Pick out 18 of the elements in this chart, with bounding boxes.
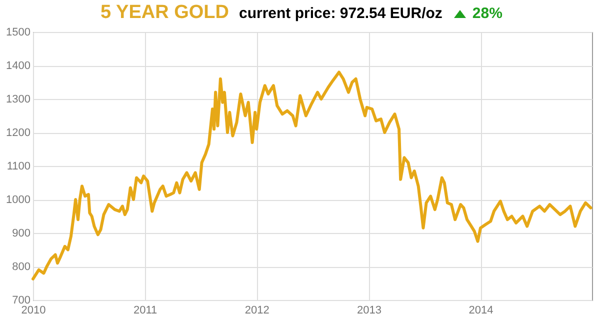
y-tick-label: 1400 [6,60,30,72]
y-tick-label: 1200 [6,127,30,139]
y-tick-label: 1500 [6,26,30,38]
x-tick-label: 2011 [133,304,158,316]
chart-title: 5 YEAR GOLD [100,2,229,23]
x-tick-label: 2012 [244,304,270,316]
y-tick-label: 800 [12,261,30,273]
x-tick-label: 2014 [468,304,494,316]
y-tick-label: 1000 [6,194,30,206]
y-tick-label: 1300 [6,94,30,106]
y-tick-label: 1100 [6,160,30,172]
x-tick-label: 2010 [21,304,46,316]
text: 28% [472,5,502,22]
y-tick-label: 900 [12,228,30,240]
line-series [32,70,592,280]
x-tick-label: 2013 [356,304,382,316]
y-tick-label: 700 [12,294,30,306]
chart-subtitle: current price: 972.54 EUR/oz [239,5,442,22]
